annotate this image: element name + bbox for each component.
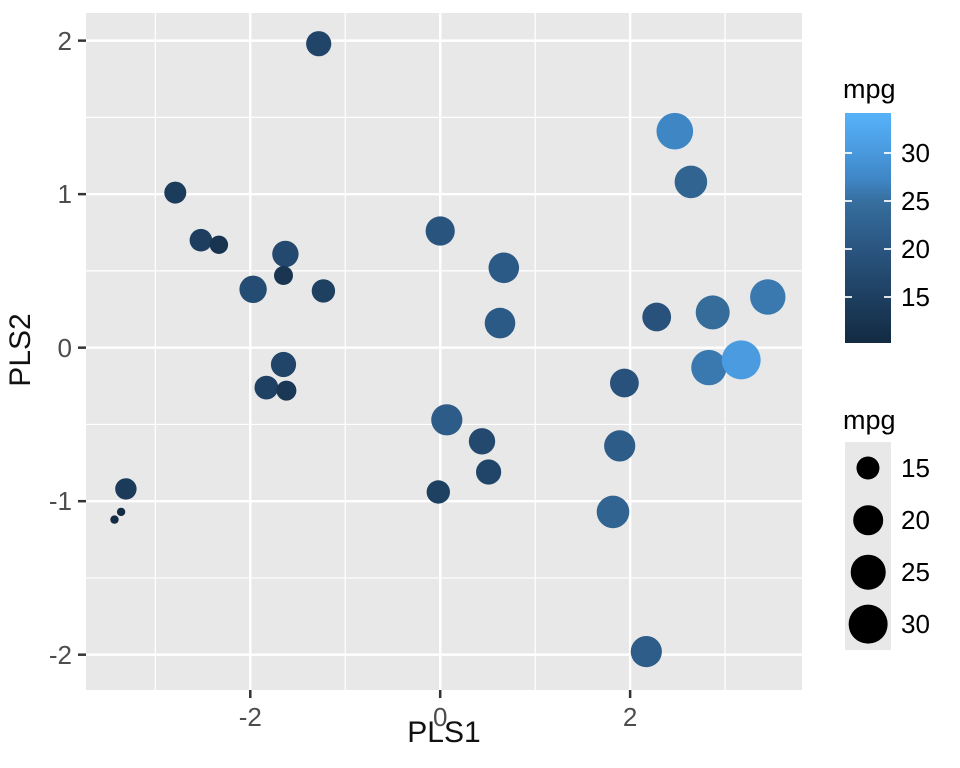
data-point bbox=[468, 428, 496, 455]
data-point bbox=[610, 368, 639, 398]
data-point bbox=[596, 495, 630, 529]
size-legend-key bbox=[845, 546, 891, 598]
data-point bbox=[604, 430, 636, 462]
data-point bbox=[110, 515, 119, 524]
y-tick-label: 2 bbox=[57, 25, 72, 56]
color-legend-tick-label: 20 bbox=[901, 234, 930, 265]
data-point bbox=[426, 480, 450, 504]
x-tick-label: 0 bbox=[432, 702, 448, 732]
color-legend-tick-label: 15 bbox=[901, 282, 930, 312]
size-legend-dot bbox=[856, 456, 880, 480]
size-legend-dot bbox=[850, 554, 886, 590]
data-point bbox=[209, 235, 229, 254]
data-point bbox=[189, 228, 213, 252]
panel-background bbox=[86, 13, 802, 690]
colorbar-tick bbox=[845, 248, 852, 251]
x-tick-label: -2 bbox=[238, 702, 262, 732]
data-point bbox=[431, 404, 463, 436]
data-point bbox=[164, 181, 187, 204]
data-point bbox=[484, 307, 516, 339]
data-point bbox=[306, 31, 332, 57]
color-legend-gradient-bar bbox=[845, 113, 891, 343]
color-legend-title: mpg bbox=[843, 74, 896, 104]
data-point bbox=[630, 636, 662, 668]
data-point bbox=[425, 216, 455, 246]
size-legend-label: 15 bbox=[901, 453, 930, 483]
data-point bbox=[488, 252, 520, 284]
y-tick-label: 1 bbox=[57, 179, 72, 210]
data-point bbox=[239, 275, 267, 303]
colorbar-tick bbox=[884, 152, 891, 155]
y-tick-label: -1 bbox=[48, 486, 72, 517]
size-legend-label: 20 bbox=[901, 505, 930, 535]
colorbar-tick bbox=[884, 200, 891, 203]
data-point bbox=[642, 302, 672, 332]
size-legend-dot bbox=[853, 505, 883, 535]
data-point bbox=[750, 279, 786, 315]
size-legend-dot bbox=[848, 604, 888, 644]
size-legend-title: mpg bbox=[843, 405, 896, 435]
x-tick-label: 2 bbox=[622, 702, 638, 732]
size-legend-key bbox=[845, 598, 891, 650]
y-tick-label: 0 bbox=[57, 332, 72, 363]
data-point bbox=[115, 478, 137, 500]
data-point bbox=[272, 240, 299, 268]
data-point bbox=[274, 266, 293, 285]
size-legend-key bbox=[845, 442, 891, 494]
data-point bbox=[270, 351, 297, 378]
data-point bbox=[116, 507, 126, 517]
color-legend-tick-label: 30 bbox=[901, 138, 930, 169]
size-legend-label: 30 bbox=[901, 609, 930, 639]
colorbar-tick bbox=[884, 248, 891, 251]
colorbar-tick bbox=[845, 296, 852, 298]
colorbar-tick bbox=[884, 296, 891, 298]
colorbar-tick bbox=[845, 152, 852, 155]
data-point bbox=[254, 375, 279, 400]
color-legend-tick-label: 25 bbox=[901, 186, 930, 217]
data-point bbox=[276, 380, 297, 401]
x-axis-title: PLS1 bbox=[407, 716, 481, 749]
data-point bbox=[721, 340, 761, 380]
size-legend-key bbox=[845, 494, 891, 546]
data-point bbox=[476, 459, 502, 485]
data-point bbox=[311, 279, 336, 303]
colorbar-tick bbox=[845, 200, 852, 203]
y-axis-title: PLS2 bbox=[4, 313, 37, 387]
data-point bbox=[674, 165, 708, 199]
data-point bbox=[691, 349, 727, 386]
data-point bbox=[695, 295, 730, 330]
size-legend-label: 25 bbox=[901, 557, 930, 587]
data-point bbox=[656, 112, 694, 150]
y-tick-label: -2 bbox=[48, 639, 72, 670]
